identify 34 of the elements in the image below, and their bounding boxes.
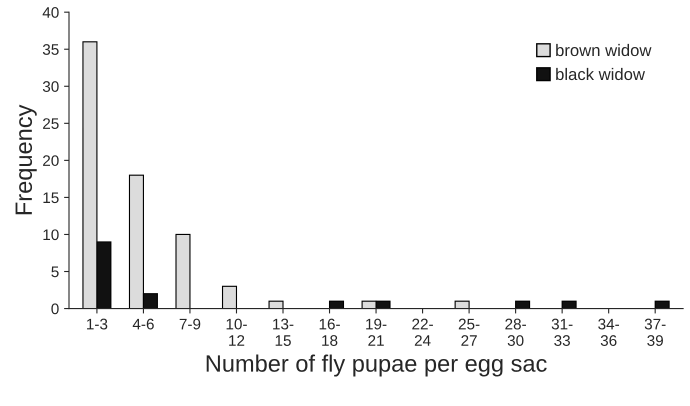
x-tick-label: 10-12 (226, 318, 247, 346)
x-tick-label: 7-9 (180, 318, 200, 330)
x-tick-label: 1-3 (87, 318, 108, 330)
y-tick-label: 20 (43, 155, 59, 166)
legend-label: brown widow (556, 44, 652, 56)
x-tick-label: 22-24 (412, 318, 433, 346)
legend-label: black widow (556, 68, 645, 80)
x-tick-label: 28-30 (505, 318, 526, 346)
x-tick-label: 16-18 (320, 318, 340, 346)
bar (268, 300, 284, 309)
bar (328, 300, 344, 309)
x-axis-title: Number of fly pupae per egg sac (206, 354, 547, 377)
y-tick-label: 25 (43, 118, 59, 130)
y-tick-label: 10 (43, 229, 59, 240)
x-tick-label: 37-39 (644, 318, 666, 346)
bar (562, 300, 577, 309)
y-axis-title: Frequency (16, 104, 37, 214)
bar (454, 300, 470, 309)
bar (222, 286, 238, 309)
y-tick-label: 15 (43, 192, 59, 204)
bar (515, 300, 530, 309)
y-tick-label: 40 (42, 7, 59, 18)
x-tick-label: 31-33 (552, 318, 573, 346)
bar (654, 300, 670, 309)
y-tick-label: 35 (42, 44, 59, 55)
x-tick-label: 25-27 (458, 318, 480, 346)
bar (175, 234, 191, 309)
x-tick-label: 4-6 (132, 318, 154, 330)
y-tick-label: 5 (51, 266, 59, 278)
y-tick-label: 0 (51, 303, 59, 314)
x-tick-label: 13-15 (273, 318, 294, 346)
x-tick-label: 34-36 (598, 318, 620, 346)
x-tick-label: 19-21 (366, 318, 386, 346)
y-tick-label: 30 (42, 81, 59, 92)
